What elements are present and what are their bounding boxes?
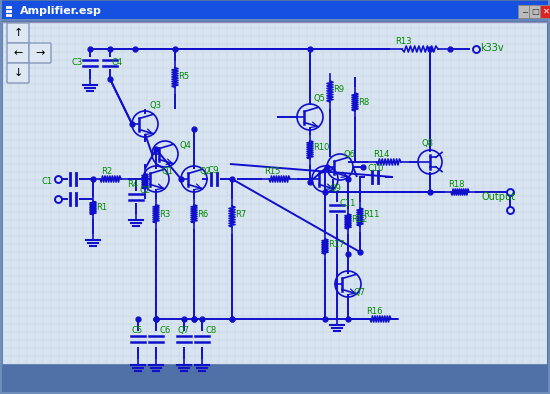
Text: C9: C9	[208, 166, 219, 175]
Text: R15: R15	[264, 167, 280, 176]
FancyBboxPatch shape	[7, 63, 29, 83]
Text: R1: R1	[96, 203, 107, 212]
Text: Q2: Q2	[199, 167, 211, 176]
Text: R18: R18	[448, 180, 465, 189]
Text: Q7: Q7	[177, 326, 189, 335]
Text: R13: R13	[395, 37, 411, 46]
Text: Q3: Q3	[149, 101, 161, 110]
Text: →: →	[35, 48, 45, 58]
FancyBboxPatch shape	[29, 43, 51, 63]
FancyBboxPatch shape	[529, 5, 542, 18]
Text: Q9: Q9	[330, 184, 342, 193]
Text: R10: R10	[313, 143, 329, 152]
Text: C10: C10	[367, 164, 383, 173]
Text: ↓: ↓	[13, 68, 23, 78]
Text: ─: ─	[522, 7, 527, 16]
FancyBboxPatch shape	[7, 43, 29, 63]
Text: R2: R2	[101, 167, 112, 176]
Text: R16: R16	[366, 307, 382, 316]
Bar	[2, 1, 548, 20]
Text: ←: ←	[13, 48, 23, 58]
Text: Q1: Q1	[161, 167, 173, 176]
Text: R9: R9	[333, 85, 344, 94]
Text: Amplifier.esp: Amplifier.esp	[20, 6, 102, 15]
Text: R4: R4	[127, 180, 138, 189]
Text: C11: C11	[340, 199, 356, 208]
Text: R12: R12	[351, 215, 367, 224]
Text: ↑: ↑	[13, 28, 23, 38]
Text: Output: Output	[482, 192, 516, 202]
Text: Q8: Q8	[422, 139, 434, 148]
FancyBboxPatch shape	[518, 5, 531, 18]
Text: C2: C2	[139, 186, 150, 195]
Text: C3: C3	[72, 58, 83, 67]
Text: C4: C4	[112, 58, 123, 67]
Text: Q4: Q4	[179, 141, 191, 150]
FancyBboxPatch shape	[7, 23, 29, 43]
Text: R11: R11	[363, 210, 379, 219]
Text: R8: R8	[358, 98, 369, 107]
Text: Q6: Q6	[344, 150, 356, 159]
Text: ✕: ✕	[543, 7, 550, 16]
Text: □: □	[531, 7, 540, 16]
Text: R17: R17	[328, 240, 344, 249]
Text: R3: R3	[159, 210, 170, 219]
Text: R6: R6	[197, 210, 208, 219]
FancyBboxPatch shape	[540, 5, 550, 18]
Text: C5: C5	[131, 326, 142, 335]
Text: Q5: Q5	[314, 94, 326, 103]
Text: R5: R5	[178, 72, 189, 81]
Bar	[3, 22, 547, 364]
Text: Q7: Q7	[353, 288, 365, 297]
Text: R14: R14	[373, 150, 390, 159]
Text: R7: R7	[235, 210, 246, 219]
Text: C1: C1	[42, 177, 53, 186]
Text: C6: C6	[159, 326, 170, 335]
Text: k33v: k33v	[480, 43, 504, 53]
Text: C8: C8	[205, 326, 216, 335]
